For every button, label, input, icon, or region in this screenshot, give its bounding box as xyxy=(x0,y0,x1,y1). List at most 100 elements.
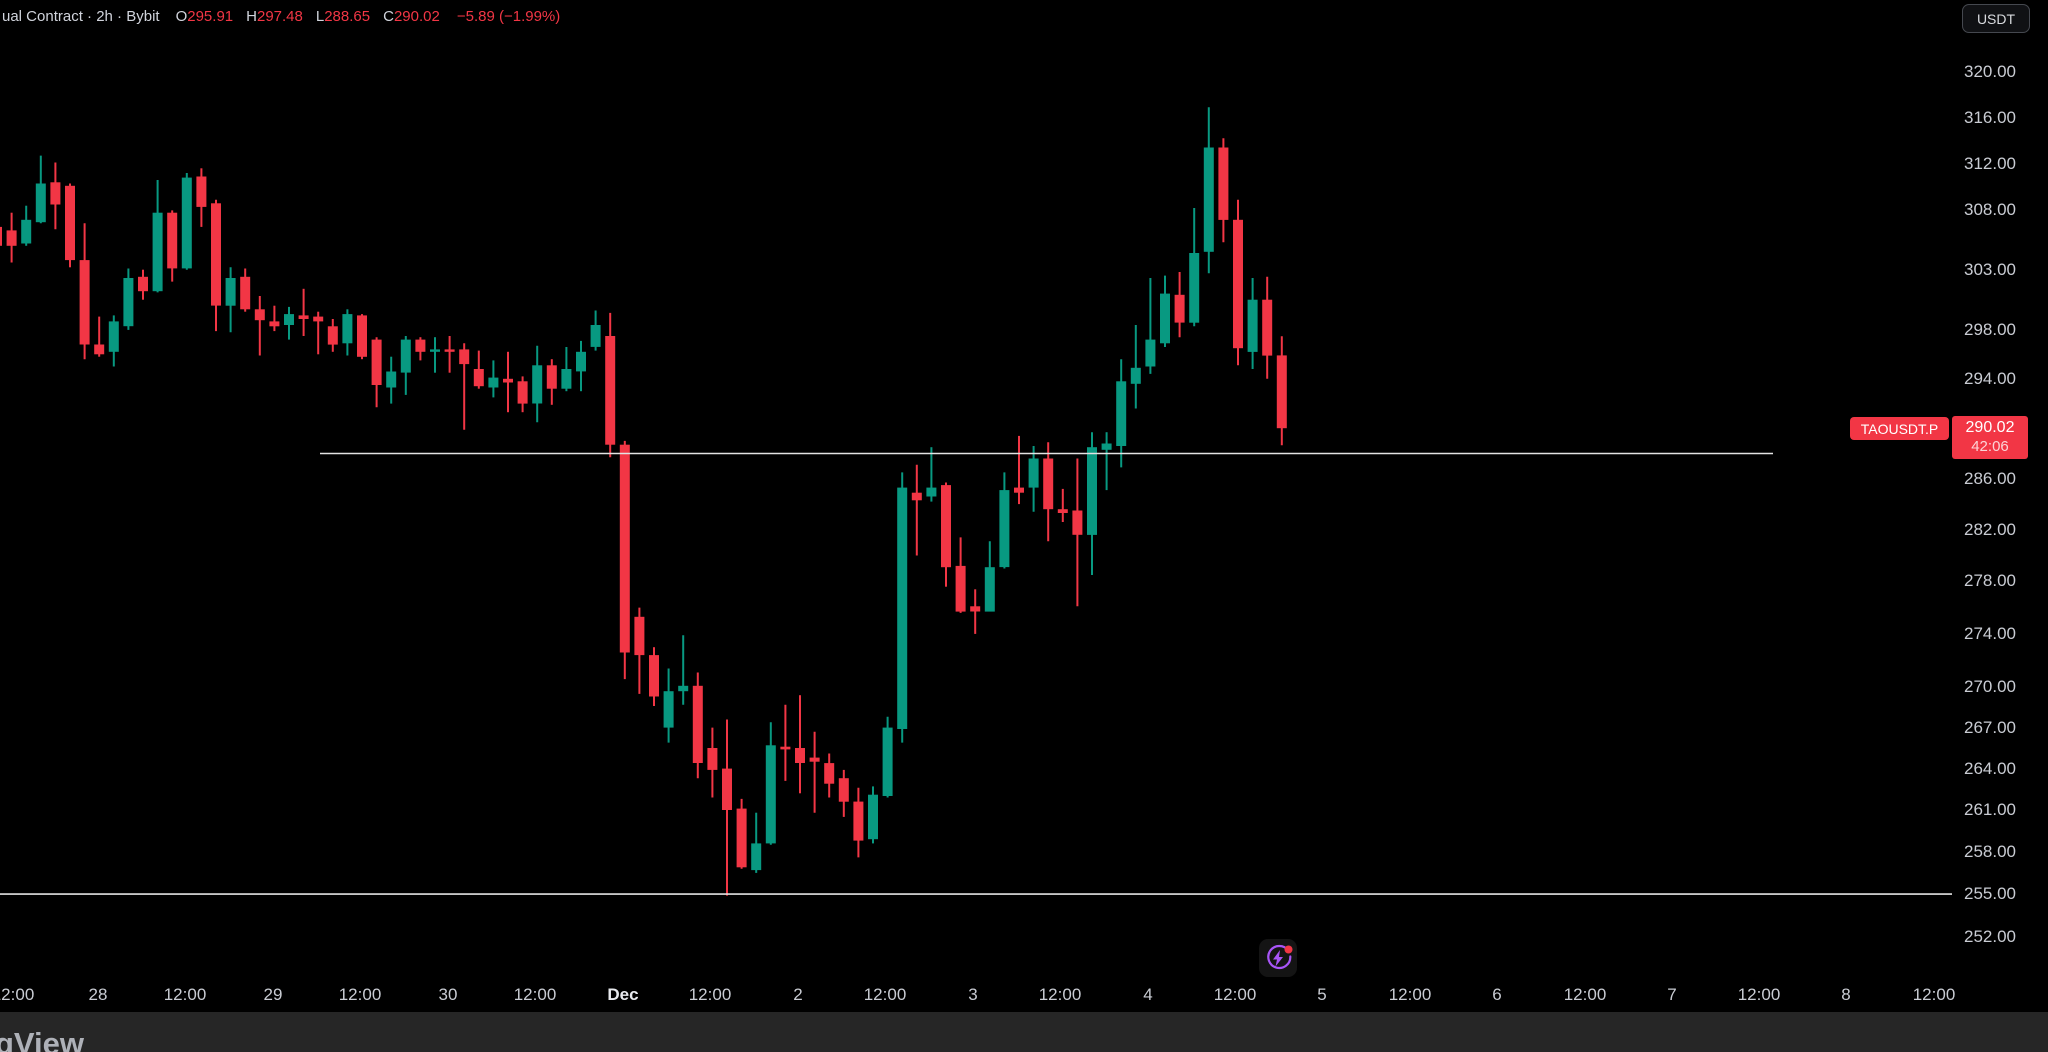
open-label: O xyxy=(175,8,188,25)
candle xyxy=(79,223,90,360)
time-axis-label: 3 xyxy=(968,985,978,1004)
candle xyxy=(225,267,236,333)
candle xyxy=(386,356,397,404)
time-axis-label: 12:00 xyxy=(0,985,35,1004)
candle xyxy=(94,316,105,357)
price-axis-label: 294.00 xyxy=(1964,369,2016,388)
time-axis-label: 12:00 xyxy=(1563,985,1607,1004)
price-axis-label: 258.00 xyxy=(1964,842,2016,861)
candle xyxy=(1247,278,1258,369)
candle xyxy=(1218,138,1229,243)
tradingview-watermark[interactable]: gView xyxy=(0,1026,85,1052)
quick-trade-button[interactable] xyxy=(1259,939,1297,977)
price-axis-label: 278.00 xyxy=(1964,571,2016,590)
candle xyxy=(1043,442,1054,542)
high-label: H xyxy=(246,8,257,25)
candle xyxy=(284,306,294,340)
low-value: 288.65 xyxy=(324,8,371,25)
candle xyxy=(1087,432,1097,575)
candle xyxy=(473,350,484,389)
time-axis-label: 12:00 xyxy=(163,985,207,1004)
candle xyxy=(1203,107,1214,274)
time-axis-label: 12:00 xyxy=(1912,985,1956,1004)
symbol-title[interactable]: ual Contract · 2h · Bybit xyxy=(2,8,160,25)
time-axis-label: 12:00 xyxy=(1038,985,1082,1004)
candle xyxy=(532,345,543,423)
candle xyxy=(400,336,411,395)
candle xyxy=(1145,278,1156,374)
candle xyxy=(984,541,995,612)
candle xyxy=(1160,275,1170,347)
candle xyxy=(941,482,951,587)
close-label: C xyxy=(383,8,394,25)
time-axis-label: 7 xyxy=(1667,985,1677,1004)
candle xyxy=(1130,325,1141,409)
price-axis-label: 286.00 xyxy=(1964,469,2016,488)
candle xyxy=(838,769,849,817)
candle xyxy=(459,343,470,430)
price-axis-label: 270.00 xyxy=(1964,677,2016,696)
candle xyxy=(911,464,922,556)
price-axis-label: 261.00 xyxy=(1964,800,2016,819)
candle xyxy=(809,731,820,813)
candle xyxy=(576,340,586,392)
candle xyxy=(269,305,280,332)
candle xyxy=(342,309,353,356)
time-axis-label: 30 xyxy=(438,985,458,1004)
symbol-legend[interactable]: ual Contract · 2h · Bybit O295.91 H297.4… xyxy=(2,8,560,25)
time-axis-label: 28 xyxy=(88,985,108,1004)
candle xyxy=(430,337,440,373)
price-axis-label: 303.00 xyxy=(1964,260,2016,279)
candle xyxy=(327,319,338,352)
candle xyxy=(1189,208,1200,327)
candle xyxy=(211,199,221,332)
price-axis-label: 282.00 xyxy=(1964,520,2016,539)
candle xyxy=(649,647,659,706)
candle xyxy=(824,753,835,798)
candle xyxy=(254,296,265,356)
candle xyxy=(1072,458,1083,607)
candle xyxy=(722,719,732,896)
candle xyxy=(1101,432,1112,491)
time-axis-label: 12:00 xyxy=(863,985,907,1004)
time-axis-label: 12:00 xyxy=(688,985,732,1004)
candle xyxy=(1057,488,1068,522)
high-value: 297.48 xyxy=(256,8,303,25)
time-axis-label: 6 xyxy=(1492,985,1502,1004)
symbol-price-tag-label: TAOUSDT.P xyxy=(1860,420,1939,437)
candle xyxy=(357,314,367,360)
open-value: 295.91 xyxy=(187,8,234,25)
candle xyxy=(561,347,572,392)
candle xyxy=(853,787,864,858)
candle xyxy=(313,311,324,355)
candle xyxy=(707,727,718,798)
candle xyxy=(765,722,776,845)
price-change: −5.89 (−1.99%) xyxy=(456,8,561,25)
candle xyxy=(1028,446,1039,512)
candle xyxy=(780,704,791,781)
candle xyxy=(21,205,32,246)
candle xyxy=(298,288,309,336)
price-axis-label: 267.00 xyxy=(1964,718,2016,737)
candle xyxy=(503,351,513,413)
candle xyxy=(736,798,747,869)
candle xyxy=(868,786,878,844)
candle xyxy=(955,537,966,613)
price-axis-label: 312.00 xyxy=(1964,154,2016,173)
currency-toggle-label: USDT xyxy=(1976,10,2016,27)
candle xyxy=(181,173,192,270)
candle xyxy=(167,210,178,282)
currency-toggle-button[interactable]: USDT xyxy=(1962,4,2030,33)
price-axis-label: 298.00 xyxy=(1964,320,2016,339)
candle xyxy=(415,337,426,361)
low-label: L xyxy=(315,8,325,25)
bottom-toolbar xyxy=(0,1012,2048,1052)
price-axis-label: 274.00 xyxy=(1964,624,2016,643)
time-axis-label: 5 xyxy=(1317,985,1327,1004)
candle xyxy=(546,359,557,405)
symbol-price-tag: TAOUSDT.P xyxy=(1850,417,1949,440)
last-price-value: 290.02 xyxy=(1965,419,2015,437)
time-axis-label: 12:00 xyxy=(1388,985,1432,1004)
lightning-icon xyxy=(1267,944,1293,970)
